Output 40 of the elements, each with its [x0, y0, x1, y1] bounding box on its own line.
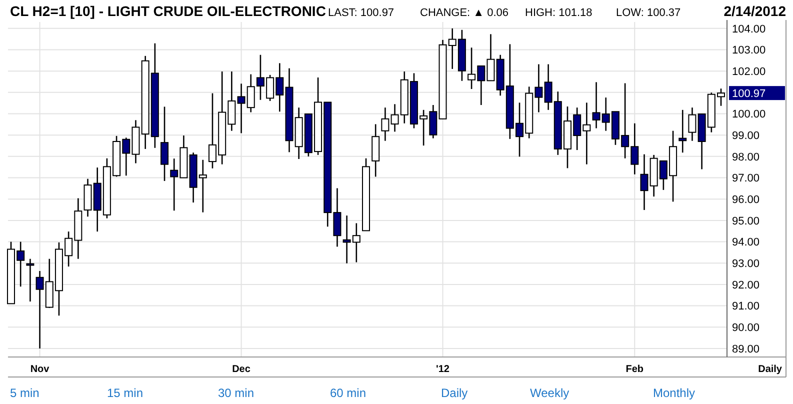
text: Weekly	[530, 386, 570, 400]
candlestick	[26, 258, 34, 302]
y-tick-label: 103.00	[732, 44, 766, 57]
y-tick-label: 98.00	[732, 151, 760, 164]
text: 60 min	[330, 386, 366, 400]
text: LOW: 100.37	[616, 7, 681, 19]
chart-subtitle: 2/14/2012	[724, 3, 786, 19]
y-tick-label: 92.00	[732, 279, 760, 292]
text: LAST: 100.97	[328, 7, 394, 19]
y-tick-label: 94.00	[732, 236, 760, 249]
candlestick	[688, 106, 696, 142]
candlestick	[160, 106, 169, 182]
text: Daily	[441, 386, 468, 400]
y-tick-label: 93.00	[732, 258, 760, 270]
x-tick-label: Nov	[30, 364, 50, 375]
candlestick	[640, 154, 648, 211]
y-tick-label: 102.00	[732, 66, 766, 78]
text: 30 min	[218, 386, 254, 400]
text: 100.97	[732, 88, 766, 100]
text: 15 min	[107, 386, 144, 400]
y-tick-label: 90.00	[732, 322, 760, 334]
text: Monthly	[653, 386, 696, 400]
y-tick-label: 99.00	[732, 130, 760, 142]
x-tick-label: '12	[436, 364, 450, 375]
y-tick-label: 95.00	[732, 215, 760, 228]
candlestick	[381, 106, 390, 142]
y-tick-label: 96.00	[732, 194, 760, 206]
text: CHANGE: ▲ 0.06	[420, 7, 509, 19]
y-tick-label: 104.00	[732, 23, 766, 36]
text: 5 min	[10, 386, 40, 400]
text: Daily	[758, 364, 782, 375]
chart-title: CL H2=1 [10] - LIGHT CRUDE OIL-ELECTRONIC	[10, 3, 326, 19]
y-tick-label: 91.00	[732, 300, 760, 313]
x-tick-label: Dec	[232, 364, 251, 375]
candlestick	[678, 109, 687, 154]
y-tick-label: 89.00	[732, 343, 760, 356]
text: HIGH: 101.18	[525, 7, 592, 19]
x-tick-label: Feb	[626, 364, 644, 375]
y-tick-label: 97.00	[732, 172, 760, 185]
y-tick-label: 100.00	[732, 108, 766, 121]
